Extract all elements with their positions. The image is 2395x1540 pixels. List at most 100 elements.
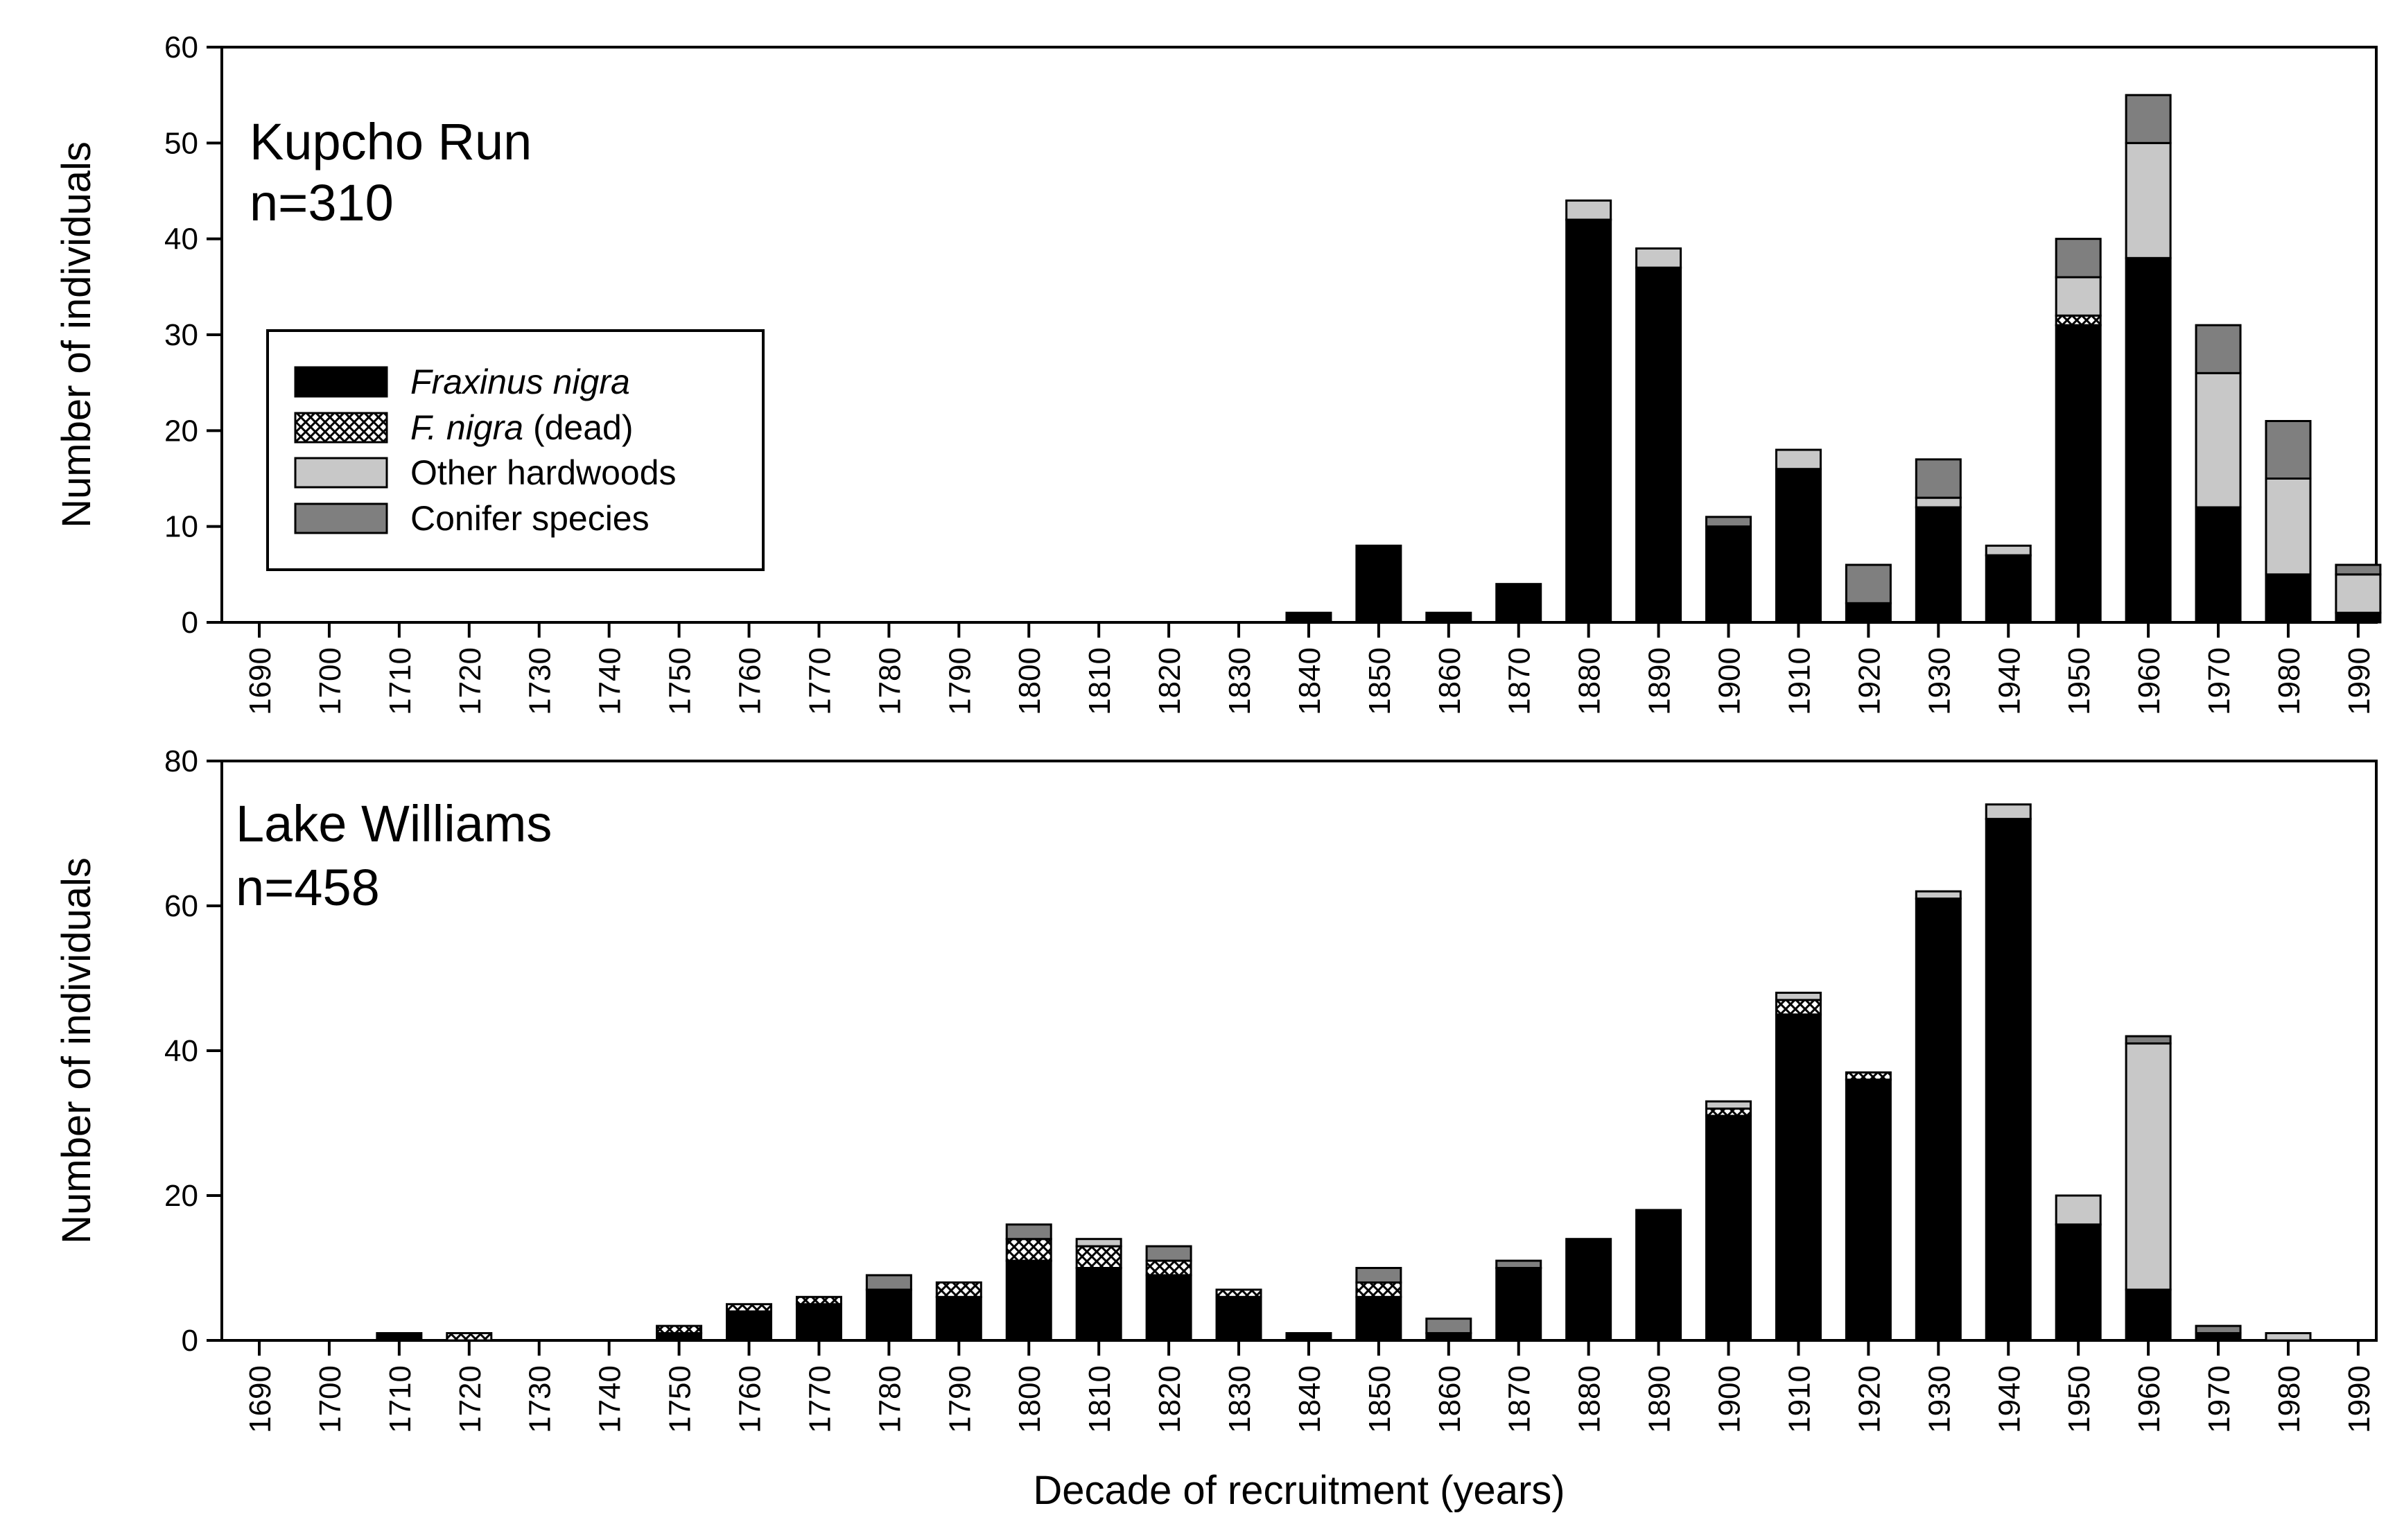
bar-segment-conifer [2265,420,2312,480]
bar-segment-fraxinus [1215,1295,1262,1342]
bar-segment-conifer [1145,1245,1192,1262]
panel-lake-williams: 0 20 40 60 80 1690 1700 1710 1720 1730 1740 1750 17… [54,744,2378,1513]
bar-segment-conifer [1495,1259,1542,1270]
legend-name: Other hardwoods [410,453,677,492]
bar-segment-conifer [865,1274,912,1291]
x-tick-label: 1920 [1852,1365,1886,1433]
bar-segment-conifer [1355,1267,1402,1284]
bar-segment-dead [2055,314,2102,326]
y-tick-label: 20 [164,1179,198,1213]
x-tick-label: 1890 [1643,647,1677,715]
bar-segment-fraxinus [1285,1332,1332,1342]
bar-segment-fraxinus [376,1332,423,1342]
x-tick-label: 1750 [663,1365,697,1433]
bar-segment-hardwood [2335,573,2382,614]
site-title: Lake Williams [236,795,552,852]
bar-segment-fraxinus [1355,1295,1402,1342]
x-tick-label: 1880 [1573,647,1607,715]
x-tick-label: 1770 [803,1365,837,1433]
bar-segment-hardwood [1985,803,2032,821]
legend-item-hardwood: Other hardwoods [294,453,677,492]
bar-segment-fraxinus [2055,1223,2102,1342]
bar-segment-conifer [2335,563,2382,576]
bar-segment-conifer [2125,1035,2172,1045]
bar-segment-conifer [1915,458,1962,499]
bar-segment-fraxinus [1985,554,2032,624]
bar-segment-fraxinus [2125,256,2172,624]
y-axis-ticks: 0 20 40 60 80 [164,744,222,1358]
y-tick-label: 60 [164,30,198,64]
x-tick-label: 1700 [313,1365,347,1433]
x-tick-label: 1890 [1643,1365,1677,1433]
legend-label: Conifer species [410,499,650,538]
x-tick-label: 1920 [1852,647,1886,715]
bar-segment-fraxinus [1705,1114,1752,1342]
bar-segment-dead [1355,1281,1402,1298]
x-tick-label: 1850 [1363,647,1397,715]
bar-segment-fraxinus [2335,611,2382,624]
bar-segment-hardwood [2055,276,2102,317]
bar-segment-hardwood [1565,199,1612,221]
bar-segment-dead [1145,1259,1192,1277]
x-tick-label: 1980 [2272,647,2306,715]
x-tick-label: 1770 [803,647,837,715]
bar-segment-dead [1775,999,1822,1016]
x-tick-label: 1970 [2202,647,2236,715]
bar-segment-conifer [2055,238,2102,279]
x-tick-label: 1940 [1992,1365,2026,1433]
bar-segment-fraxinus [2125,1288,2172,1342]
x-tick-label: 1740 [593,1365,627,1433]
x-tick-label: 1730 [523,1365,557,1433]
bar-segment-conifer [2125,94,2172,144]
bar-segment-fraxinus [1495,1267,1542,1342]
bar-segment-conifer [2195,324,2242,374]
y-tick-label: 40 [164,1034,198,1068]
x-tick-label: 1970 [2202,1365,2236,1433]
bar-segment-fraxinus [656,1332,703,1342]
bar-segment-fraxinus [1005,1259,1052,1342]
bar-segment-fraxinus [1425,611,1472,624]
x-tick-label: 1730 [523,647,557,715]
bar-segment-hardwood [1985,544,2032,557]
bar-segment-fraxinus [1495,583,1542,624]
legend-name: F. nigra [410,408,523,447]
x-axis-ticks: 1690 1700 1710 1720 1730 1740 1750 1760 1770 1780… [243,622,2376,715]
bar-segment-hardwood [2125,1042,2172,1291]
bar-segment-fraxinus [1565,1238,1612,1342]
bar-segment-conifer [1705,516,1752,528]
bar-segment-hardwood [1635,247,1682,269]
bar-segment-fraxinus [1985,818,2032,1342]
bar-segment-fraxinus [1775,1013,1822,1342]
bar-segment-dead [935,1281,982,1298]
x-tick-label: 1690 [243,1365,277,1433]
bar-segment-hardwood [2265,1332,2312,1342]
bar-segment-dead [1005,1238,1052,1262]
bar-segment-hardwood [1075,1238,1122,1248]
y-tick-label: 10 [164,510,198,544]
legend: Fraxinus nigra F. nigra (dead) Other har… [266,329,765,571]
legend-item-conifer: Conifer species [294,499,650,538]
bar-stacks [376,803,2312,1342]
legend-label: F. nigra (dead) [410,408,634,447]
x-tick-label: 1750 [663,647,697,715]
site-title: Kupcho Run [250,113,532,170]
x-tick-label: 1960 [2132,647,2166,715]
bar-segment-fraxinus [2055,324,2102,624]
x-tick-label: 1910 [1782,1365,1816,1433]
sample-size: n=310 [250,174,394,231]
y-axis-ticks: 0 10 20 30 40 50 60 [164,30,222,640]
x-tick-label: 1790 [943,647,977,715]
bar-segment-dead [656,1324,703,1335]
bar-segment-dead [1215,1288,1262,1298]
bar-segment-dead [795,1295,842,1306]
bar-segment-hardwood [1915,890,1962,900]
x-tick-label: 1950 [2062,647,2096,715]
y-tick-label: 50 [164,126,198,160]
legend-item-dead: F. nigra (dead) [294,408,634,447]
bar-segment-fraxinus [1845,602,1892,624]
x-tick-label: 1930 [1922,1365,1956,1433]
y-tick-label: 40 [164,222,198,256]
bar-segment-fraxinus [865,1288,912,1342]
x-tick-label: 1710 [383,647,417,715]
